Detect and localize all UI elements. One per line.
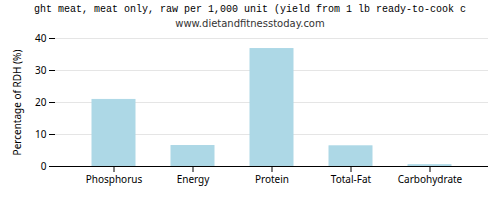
svg-text:20: 20 <box>35 95 47 109</box>
html-text:ght meat, meat only, raw per 1: ght meat, meat only, raw per 1,000 unit … <box>34 4 466 15</box>
svg-text:30: 30 <box>35 63 47 77</box>
svg-text:40: 40 <box>35 31 47 45</box>
svg-text:Percentage of RDH (%): Percentage of RDH (%) <box>10 50 24 156</box>
svg-text:Energy: Energy <box>177 172 211 186</box>
svg-text:Total-Fat: Total-Fat <box>331 172 372 186</box>
html-text:www.dietandfitnesstoday.com: www.dietandfitnesstoday.com <box>175 18 325 29</box>
svg-text:0: 0 <box>41 159 47 173</box>
svg-text:Carbohydrate: Carbohydrate <box>398 172 463 186</box>
svg-text:10: 10 <box>35 127 47 141</box>
svg-text:Phosphorus: Phosphorus <box>86 172 143 186</box>
svg-text:Protein: Protein <box>255 172 289 186</box>
